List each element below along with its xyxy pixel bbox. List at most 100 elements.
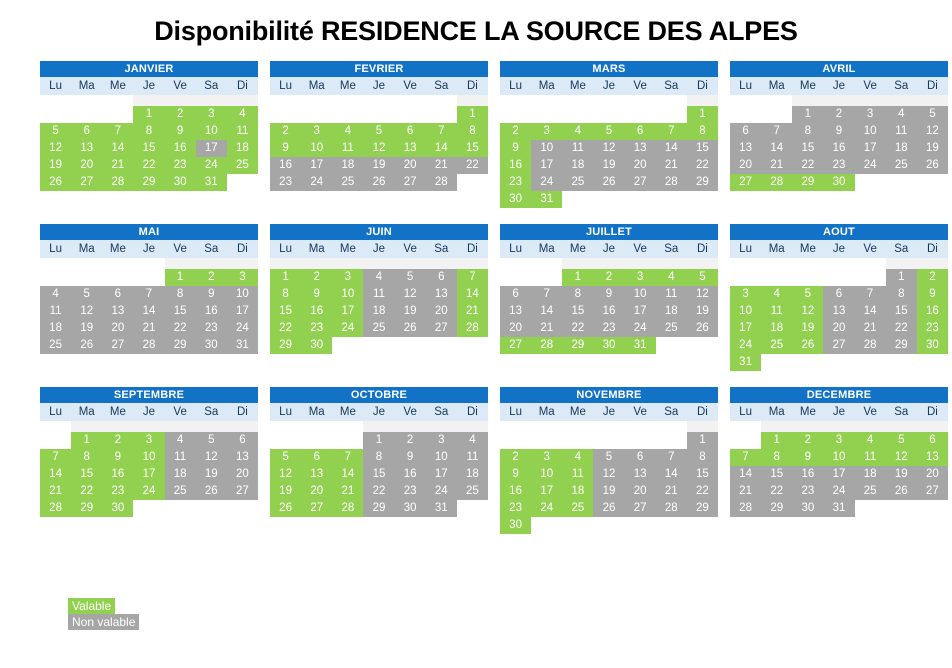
day-cell[interactable]: 3 <box>624 269 656 286</box>
day-cell[interactable]: 21 <box>102 157 134 174</box>
day-cell[interactable]: 16 <box>164 140 196 157</box>
day-cell[interactable]: 18 <box>854 466 886 483</box>
day-cell[interactable]: 9 <box>164 123 196 140</box>
day-cell[interactable]: 28 <box>425 174 457 191</box>
day-cell[interactable]: 17 <box>332 303 364 320</box>
day-cell[interactable]: 13 <box>425 286 457 303</box>
day-cell[interactable]: 25 <box>562 174 594 191</box>
day-cell[interactable]: 8 <box>761 449 793 466</box>
day-cell[interactable]: 4 <box>562 449 594 466</box>
day-cell[interactable]: 30 <box>593 337 625 354</box>
day-cell[interactable]: 11 <box>456 449 488 466</box>
day-cell[interactable]: 27 <box>102 337 134 354</box>
day-cell[interactable]: 10 <box>823 449 855 466</box>
day-cell[interactable]: 3 <box>332 269 364 286</box>
day-cell[interactable]: 24 <box>730 337 762 354</box>
day-cell[interactable]: 12 <box>270 466 302 483</box>
day-cell[interactable]: 5 <box>792 286 824 303</box>
day-cell[interactable]: 29 <box>363 500 395 517</box>
day-cell[interactable]: 30 <box>823 174 855 191</box>
day-cell[interactable]: 26 <box>792 337 824 354</box>
day-cell[interactable]: 2 <box>916 269 948 286</box>
day-cell[interactable]: 17 <box>195 140 227 157</box>
day-cell[interactable]: 25 <box>363 320 395 337</box>
day-cell[interactable]: 10 <box>854 123 886 140</box>
day-cell[interactable]: 2 <box>792 432 824 449</box>
day-cell[interactable]: 15 <box>686 140 718 157</box>
day-cell[interactable]: 28 <box>854 337 886 354</box>
day-cell[interactable]: 1 <box>761 432 793 449</box>
day-cell[interactable]: 10 <box>301 140 333 157</box>
day-cell[interactable]: 18 <box>761 320 793 337</box>
day-cell[interactable]: 11 <box>655 286 687 303</box>
day-cell[interactable]: 6 <box>823 286 855 303</box>
day-cell[interactable]: 4 <box>226 106 258 123</box>
day-cell[interactable]: 2 <box>164 106 196 123</box>
day-cell[interactable]: 11 <box>40 303 72 320</box>
day-cell[interactable]: 7 <box>531 286 563 303</box>
day-cell[interactable]: 4 <box>655 269 687 286</box>
day-cell[interactable]: 29 <box>133 174 165 191</box>
day-cell[interactable]: 24 <box>195 157 227 174</box>
day-cell[interactable]: 21 <box>133 320 165 337</box>
day-cell[interactable]: 25 <box>40 337 72 354</box>
day-cell[interactable]: 2 <box>195 269 227 286</box>
day-cell[interactable]: 5 <box>885 432 917 449</box>
day-cell[interactable]: 28 <box>133 337 165 354</box>
day-cell[interactable]: 4 <box>164 432 196 449</box>
day-cell[interactable]: 16 <box>593 303 625 320</box>
day-cell[interactable]: 3 <box>854 106 886 123</box>
day-cell[interactable]: 6 <box>394 123 426 140</box>
day-cell[interactable]: 14 <box>854 303 886 320</box>
day-cell[interactable]: 19 <box>593 157 625 174</box>
day-cell[interactable]: 24 <box>133 483 165 500</box>
day-cell[interactable]: 13 <box>226 449 258 466</box>
day-cell[interactable]: 12 <box>885 449 917 466</box>
day-cell[interactable]: 15 <box>71 466 103 483</box>
day-cell[interactable]: 23 <box>164 157 196 174</box>
day-cell[interactable]: 1 <box>885 269 917 286</box>
day-cell[interactable]: 17 <box>226 303 258 320</box>
day-cell[interactable]: 17 <box>301 157 333 174</box>
day-cell[interactable]: 4 <box>456 432 488 449</box>
day-cell[interactable]: 4 <box>40 286 72 303</box>
day-cell[interactable]: 30 <box>301 337 333 354</box>
day-cell[interactable]: 20 <box>500 320 532 337</box>
day-cell[interactable]: 7 <box>40 449 72 466</box>
day-cell[interactable]: 30 <box>500 517 532 534</box>
day-cell[interactable]: 11 <box>363 286 395 303</box>
day-cell[interactable]: 29 <box>686 174 718 191</box>
day-cell[interactable]: 27 <box>624 174 656 191</box>
day-cell[interactable]: 27 <box>730 174 762 191</box>
day-cell[interactable]: 6 <box>916 432 948 449</box>
day-cell[interactable]: 2 <box>593 269 625 286</box>
day-cell[interactable]: 25 <box>761 337 793 354</box>
day-cell[interactable]: 24 <box>854 157 886 174</box>
day-cell[interactable]: 4 <box>562 123 594 140</box>
day-cell[interactable]: 20 <box>394 157 426 174</box>
day-cell[interactable]: 10 <box>531 466 563 483</box>
day-cell[interactable]: 3 <box>531 449 563 466</box>
day-cell[interactable]: 29 <box>885 337 917 354</box>
day-cell[interactable]: 11 <box>562 140 594 157</box>
day-cell[interactable]: 22 <box>885 320 917 337</box>
day-cell[interactable]: 18 <box>332 157 364 174</box>
day-cell[interactable]: 28 <box>730 500 762 517</box>
day-cell[interactable]: 26 <box>394 320 426 337</box>
day-cell[interactable]: 12 <box>792 303 824 320</box>
day-cell[interactable]: 16 <box>500 157 532 174</box>
day-cell[interactable]: 16 <box>916 303 948 320</box>
day-cell[interactable]: 21 <box>761 157 793 174</box>
day-cell[interactable]: 13 <box>916 449 948 466</box>
day-cell[interactable]: 6 <box>624 123 656 140</box>
day-cell[interactable]: 9 <box>500 466 532 483</box>
day-cell[interactable]: 26 <box>885 483 917 500</box>
day-cell[interactable]: 28 <box>531 337 563 354</box>
day-cell[interactable]: 7 <box>761 123 793 140</box>
day-cell[interactable]: 10 <box>332 286 364 303</box>
day-cell[interactable]: 2 <box>394 432 426 449</box>
day-cell[interactable]: 19 <box>916 140 948 157</box>
day-cell[interactable]: 1 <box>456 106 488 123</box>
day-cell[interactable]: 13 <box>624 466 656 483</box>
day-cell[interactable]: 26 <box>593 174 625 191</box>
